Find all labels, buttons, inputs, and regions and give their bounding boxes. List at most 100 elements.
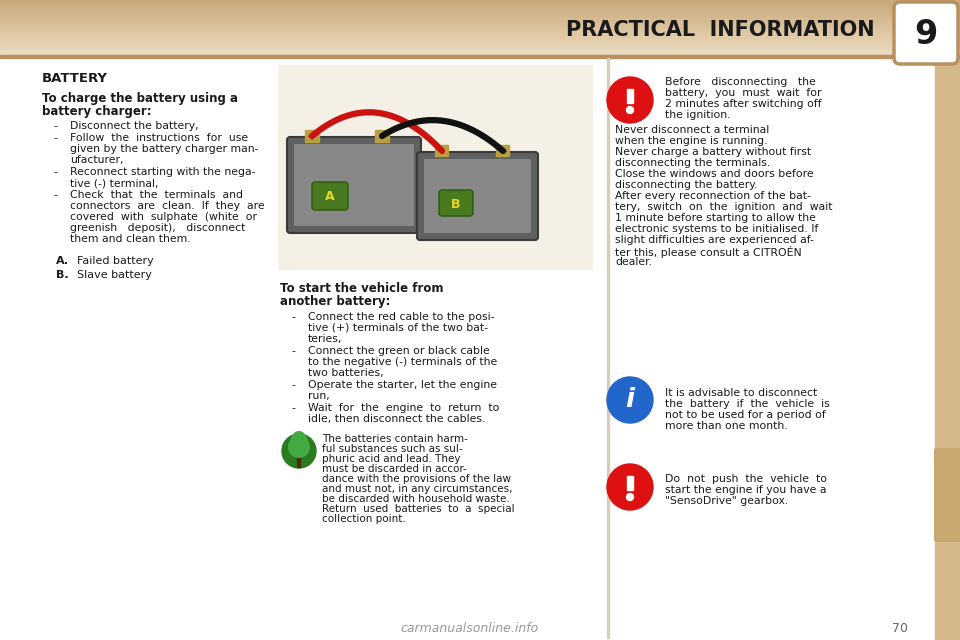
Text: -: - — [291, 403, 295, 413]
Text: A.: A. — [56, 256, 69, 266]
Text: Do  not  push  the  vehicle  to: Do not push the vehicle to — [665, 474, 827, 484]
Bar — [305, 130, 319, 142]
Text: phuric acid and lead. They: phuric acid and lead. They — [322, 454, 461, 464]
Text: Failed battery: Failed battery — [77, 256, 154, 266]
Bar — [0, 26, 960, 27]
Text: carmanualsonline.info: carmanualsonline.info — [401, 621, 540, 634]
Bar — [0, 52, 960, 53]
Bar — [0, 24, 960, 25]
FancyBboxPatch shape — [312, 182, 348, 210]
Bar — [0, 18, 960, 19]
Text: i: i — [626, 387, 635, 413]
Circle shape — [627, 493, 634, 500]
Text: Disconnect the battery,: Disconnect the battery, — [70, 121, 199, 131]
Circle shape — [607, 377, 653, 423]
Bar — [375, 130, 389, 142]
Text: more than one month.: more than one month. — [665, 421, 787, 431]
FancyBboxPatch shape — [439, 190, 473, 216]
Bar — [0, 28, 960, 29]
Text: Connect the green or black cable: Connect the green or black cable — [308, 346, 490, 356]
Text: It is advisable to disconnect: It is advisable to disconnect — [665, 388, 817, 398]
Text: B.: B. — [56, 270, 68, 280]
Text: Before   disconnecting   the: Before disconnecting the — [665, 77, 816, 87]
Bar — [0, 44, 960, 45]
Text: disconnecting the terminals.: disconnecting the terminals. — [615, 158, 770, 168]
Text: 70: 70 — [892, 621, 908, 634]
Bar — [0, 12, 960, 13]
Text: them and clean them.: them and clean them. — [70, 234, 191, 244]
Bar — [0, 25, 960, 26]
Circle shape — [282, 434, 316, 468]
Text: +: + — [306, 129, 318, 143]
Text: B: B — [451, 198, 461, 211]
Text: Never disconnect a terminal: Never disconnect a terminal — [615, 125, 769, 135]
Text: another battery:: another battery: — [280, 295, 391, 308]
Bar — [0, 29, 960, 30]
Bar — [0, 1, 960, 2]
Text: To charge the battery using a: To charge the battery using a — [42, 92, 238, 105]
Bar — [0, 42, 960, 43]
Text: be discarded with household waste.: be discarded with household waste. — [322, 494, 510, 504]
Bar — [0, 11, 960, 12]
Circle shape — [607, 77, 653, 123]
Bar — [0, 51, 960, 52]
Bar — [0, 39, 960, 40]
Text: teries,: teries, — [308, 334, 343, 344]
Bar — [0, 22, 960, 23]
Bar — [0, 31, 960, 32]
Text: -: - — [378, 127, 385, 145]
Text: -: - — [53, 121, 57, 131]
Bar — [0, 48, 960, 49]
Bar — [0, 9, 960, 10]
Text: -: - — [291, 312, 295, 322]
Text: 2 minutes after switching off: 2 minutes after switching off — [665, 99, 822, 109]
Text: not to be used for a period of: not to be used for a period of — [665, 410, 826, 420]
Text: -: - — [500, 143, 506, 159]
Text: Return  used  batteries  to  a  special: Return used batteries to a special — [322, 504, 515, 514]
Bar — [0, 13, 960, 14]
Bar — [0, 37, 960, 38]
Bar — [627, 476, 633, 490]
Text: covered  with  sulphate  (white  or: covered with sulphate (white or — [70, 212, 257, 222]
Bar — [0, 8, 960, 9]
Text: when the engine is running.: when the engine is running. — [615, 136, 767, 146]
Text: Never charge a battery without first: Never charge a battery without first — [615, 147, 811, 157]
Bar — [0, 40, 960, 41]
Text: tive (-) terminal,: tive (-) terminal, — [70, 178, 158, 188]
Bar — [0, 41, 960, 42]
Bar — [0, 14, 960, 15]
Wedge shape — [288, 436, 310, 458]
Bar — [0, 23, 960, 24]
Bar — [0, 10, 960, 11]
Text: Connect the red cable to the posi-: Connect the red cable to the posi- — [308, 312, 494, 322]
Bar — [0, 38, 960, 39]
Text: Reconnect starting with the nega-: Reconnect starting with the nega- — [70, 167, 255, 177]
Text: Operate the starter, let the engine: Operate the starter, let the engine — [308, 380, 497, 390]
Text: PRACTICAL  INFORMATION: PRACTICAL INFORMATION — [566, 20, 875, 40]
Bar — [0, 33, 960, 34]
Bar — [0, 2, 960, 3]
Bar — [607, 58, 609, 638]
Bar — [0, 20, 960, 21]
Text: Follow  the  instructions  for  use: Follow the instructions for use — [70, 133, 248, 143]
Text: to the negative (-) terminals of the: to the negative (-) terminals of the — [308, 357, 497, 367]
FancyBboxPatch shape — [287, 137, 421, 233]
Text: the  battery  if  the  vehicle  is: the battery if the vehicle is — [665, 399, 829, 409]
Bar — [0, 36, 960, 37]
Bar — [0, 54, 960, 55]
Bar — [0, 46, 960, 47]
Text: greenish   deposit),   disconnect: greenish deposit), disconnect — [70, 223, 246, 233]
Bar — [0, 19, 960, 20]
Text: 1 minute before starting to allow the: 1 minute before starting to allow the — [615, 213, 816, 223]
Bar — [424, 159, 531, 233]
Text: given by the battery charger man-: given by the battery charger man- — [70, 144, 258, 154]
Text: +: + — [438, 146, 446, 156]
Text: must be discarded in accor-: must be discarded in accor- — [322, 464, 467, 474]
Bar — [0, 4, 960, 5]
Circle shape — [607, 464, 653, 510]
Text: Close the windows and doors before: Close the windows and doors before — [615, 169, 814, 179]
Bar — [0, 55, 960, 58]
Bar — [0, 6, 960, 7]
Bar — [0, 43, 960, 44]
Text: A: A — [325, 191, 335, 204]
